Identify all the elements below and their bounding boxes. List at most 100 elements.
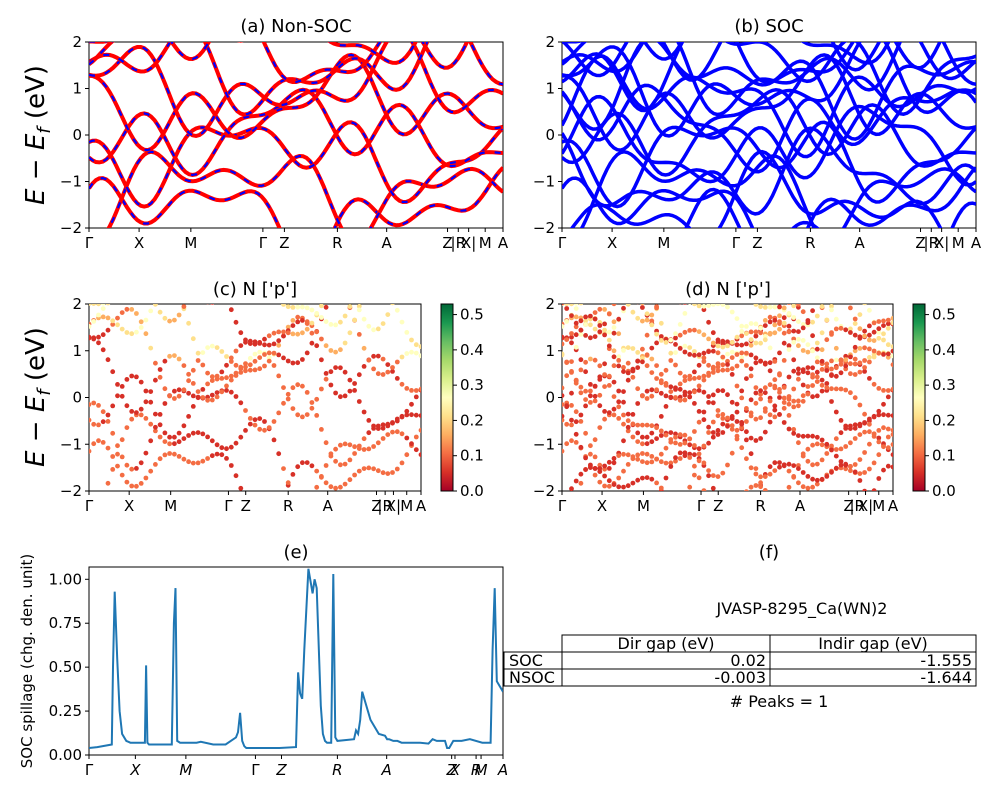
scatter-point — [649, 387, 654, 392]
scatter-point — [253, 368, 258, 373]
scatter-point — [616, 286, 621, 291]
scatter-point — [414, 259, 419, 264]
scatter-point — [858, 312, 863, 317]
x-tick-label: Z — [241, 497, 251, 515]
scatter-point — [148, 438, 153, 443]
x-tick-label: X| — [461, 234, 476, 252]
scatter-point — [735, 352, 740, 357]
scatter-point — [758, 359, 763, 364]
scatter-point — [735, 316, 740, 321]
scatter-point — [886, 520, 891, 525]
scatter-point — [772, 468, 777, 473]
scatter-point — [310, 308, 315, 313]
scatter-point — [333, 486, 338, 491]
scatter-point — [257, 350, 262, 355]
scatter-point — [763, 390, 768, 395]
scatter-point — [574, 419, 579, 424]
scatter-point — [683, 330, 688, 335]
scatter-point — [659, 391, 664, 396]
scatter-point — [820, 289, 825, 294]
scatter-point — [329, 484, 334, 489]
scatter-point — [772, 318, 777, 323]
scatter-point — [200, 350, 205, 355]
scatter-point — [414, 342, 419, 347]
scatter-point — [588, 335, 593, 340]
scatter-point — [716, 474, 721, 479]
scatter-point — [772, 408, 777, 413]
scatter-point — [735, 531, 740, 536]
scatter-point — [612, 319, 617, 324]
scatter-point — [621, 369, 626, 374]
scatter-point — [820, 359, 825, 364]
scatter-point — [645, 287, 650, 292]
scatter-point — [777, 387, 782, 392]
scatter-point — [281, 385, 286, 390]
scatter-point — [853, 321, 858, 326]
scatter-point — [371, 327, 376, 332]
scatter-point — [139, 283, 144, 288]
scatter-point — [139, 281, 144, 286]
scatter-point — [348, 304, 353, 309]
scatter-point — [588, 452, 593, 457]
scatter-point — [602, 361, 607, 366]
scatter-point — [886, 342, 891, 347]
scatter-point — [376, 354, 381, 359]
scatter-point — [886, 318, 891, 323]
scatter-point — [352, 451, 357, 456]
scatter-point — [120, 394, 125, 399]
x-tick-label: Γ — [224, 497, 233, 515]
scatter-point — [824, 337, 829, 342]
scatter-point — [371, 424, 376, 429]
scatter-point — [716, 338, 721, 343]
scatter-point — [276, 374, 281, 379]
scatter-point — [300, 305, 305, 310]
scatter-point — [867, 442, 872, 447]
scatter-point — [645, 311, 650, 316]
scatter-point — [881, 352, 886, 357]
scatter-point — [158, 367, 163, 372]
scatter-point — [692, 452, 697, 457]
scatter-point — [616, 476, 621, 481]
scatter-point — [272, 419, 277, 424]
scatter-point — [376, 371, 381, 376]
scatter-point — [574, 517, 579, 522]
scatter-point — [848, 371, 853, 376]
scatter-point — [806, 486, 811, 491]
scatter-point — [333, 365, 338, 370]
scatter-point — [683, 311, 688, 316]
scatter-point — [224, 456, 229, 461]
scatter-point — [876, 336, 881, 341]
scatter-point — [668, 338, 673, 343]
scatter-point — [881, 331, 886, 336]
scatter-point — [635, 386, 640, 391]
scatter-point — [177, 387, 182, 392]
scatter-point — [711, 370, 716, 375]
scatter-point — [381, 321, 386, 326]
scatter-point — [238, 435, 243, 440]
scatter-point — [678, 371, 683, 376]
scatter-point — [744, 520, 749, 525]
scatter-point — [129, 278, 134, 283]
scatter-point — [772, 415, 777, 420]
scatter-point — [725, 305, 730, 310]
scatter-point — [210, 344, 215, 349]
scatter-point — [711, 252, 716, 257]
scatter-point — [631, 481, 636, 486]
scatter-point — [560, 414, 565, 419]
scatter-point — [324, 371, 329, 376]
scatter-point — [678, 456, 683, 461]
scatter-point — [186, 264, 191, 269]
scatter-point — [579, 328, 584, 333]
scatter-point — [867, 288, 872, 293]
scatter-point — [144, 451, 149, 456]
scatter-point — [810, 394, 815, 399]
scatter-point — [295, 500, 300, 505]
scatter-point — [801, 434, 806, 439]
scatter-point — [607, 344, 612, 349]
scatter-point — [640, 423, 645, 428]
scatter-point — [626, 425, 631, 430]
scatter-point — [224, 375, 229, 380]
scatter-point — [182, 363, 187, 368]
scatter-point — [843, 275, 848, 280]
scatter-point — [645, 441, 650, 446]
